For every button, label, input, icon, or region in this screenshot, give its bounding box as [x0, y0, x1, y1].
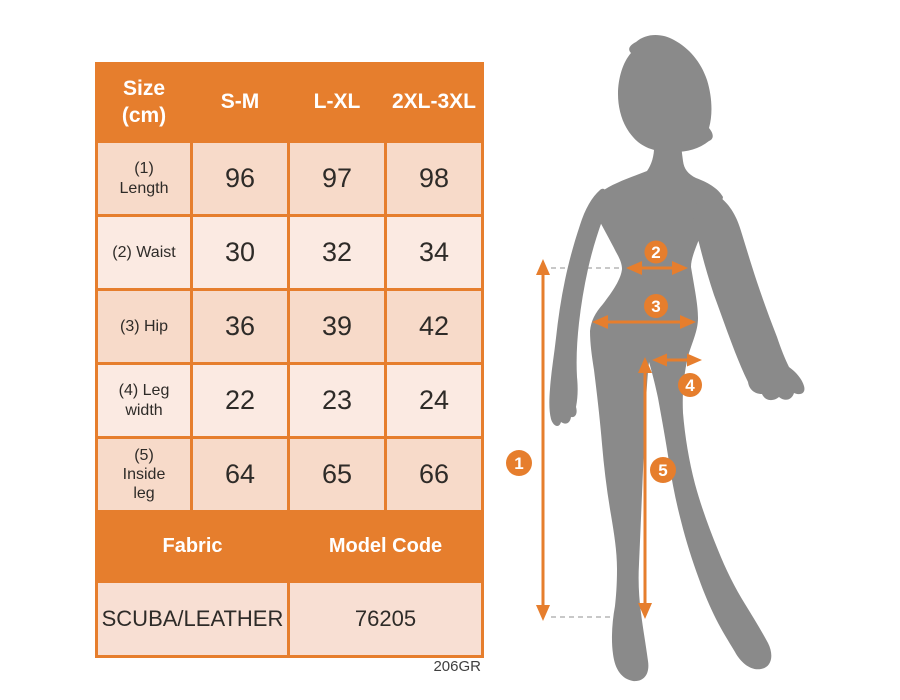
color-code-note: 206GR [433, 658, 481, 675]
table-footer-value-row: SCUBA/LEATHER 76205 [95, 580, 484, 658]
marker-circle-2 [644, 240, 668, 264]
marker-number-3: 3 [651, 297, 660, 316]
row-label-leg-width: (4) Leg width [95, 362, 193, 439]
silhouette-left-arm [549, 188, 608, 426]
model-code-header: Model Code [287, 510, 484, 583]
measure-arrow-4-leg-width [652, 353, 702, 367]
row-label-inside-leg: (5) Inside leg [95, 436, 193, 513]
marker-number-5: 5 [658, 461, 667, 480]
table-row-leg-width: (4) Leg width 22 23 24 [95, 362, 484, 439]
hip-value-2xl3xl: 42 [384, 288, 484, 365]
marker-1: 1 [506, 450, 532, 476]
marker-3: 3 [644, 294, 668, 318]
fabric-header: Fabric [95, 510, 290, 583]
length-value-2xl3xl: 98 [384, 140, 484, 217]
marker-circle-5 [650, 457, 676, 483]
silhouette-torso-legs [590, 140, 772, 682]
waist-value-sm: 30 [190, 214, 290, 291]
inside-leg-value-sm: 64 [190, 436, 290, 513]
table-header-row: Size (cm) S-M L-XL 2XL-3XL [95, 62, 484, 143]
marker-circle-3 [644, 294, 668, 318]
table-footer-header-row: Fabric Model Code [95, 510, 484, 583]
row-label-hip: (3) Hip [95, 288, 193, 365]
marker-4: 4 [678, 373, 702, 397]
table-row-waist: (2) Waist 30 32 34 [95, 214, 484, 291]
marker-5: 5 [650, 457, 676, 483]
leg-width-value-sm: 22 [190, 362, 290, 439]
row-label-length: (1) Length [95, 140, 193, 217]
leg-width-value-2xl3xl: 24 [384, 362, 484, 439]
model-code-value: 76205 [287, 580, 484, 658]
body-silhouette [549, 34, 805, 682]
measure-arrow-3-hip [592, 315, 696, 329]
marker-circle-1 [506, 450, 532, 476]
fabric-value: SCUBA/LEATHER [95, 580, 290, 658]
column-header-sm: S-M [190, 62, 290, 143]
marker-number-1: 1 [514, 454, 523, 473]
column-header-2xl3xl: 2XL-3XL [384, 62, 484, 143]
size-unit-header: Size (cm) [95, 62, 193, 143]
measure-arrow-1-length [536, 259, 550, 621]
hip-value-lxl: 39 [287, 288, 387, 365]
measure-arrow-5-inside-leg [638, 357, 652, 619]
column-header-lxl: L-XL [287, 62, 387, 143]
silhouette-right-arm [692, 196, 805, 401]
measure-arrow-2-waist [626, 261, 688, 275]
leg-width-value-lxl: 23 [287, 362, 387, 439]
row-label-waist: (2) Waist [95, 214, 193, 291]
waist-value-2xl3xl: 34 [384, 214, 484, 291]
marker-circle-4 [678, 373, 702, 397]
length-value-sm: 96 [190, 140, 290, 217]
inside-leg-value-lxl: 65 [287, 436, 387, 513]
hip-value-sm: 36 [190, 288, 290, 365]
table-row-length: (1) Length 96 97 98 [95, 140, 484, 217]
table-row-hip: (3) Hip 36 39 42 [95, 288, 484, 365]
marker-number-4: 4 [685, 376, 695, 395]
waist-value-lxl: 32 [287, 214, 387, 291]
size-table: Size (cm) S-M L-XL 2XL-3XL (1) Length 96… [95, 62, 484, 658]
marker-number-2: 2 [651, 243, 660, 262]
silhouette-head [618, 34, 713, 153]
inside-leg-value-2xl3xl: 66 [384, 436, 484, 513]
marker-2: 2 [644, 240, 668, 264]
table-row-inside-leg: (5) Inside leg 64 65 66 [95, 436, 484, 513]
length-value-lxl: 97 [287, 140, 387, 217]
